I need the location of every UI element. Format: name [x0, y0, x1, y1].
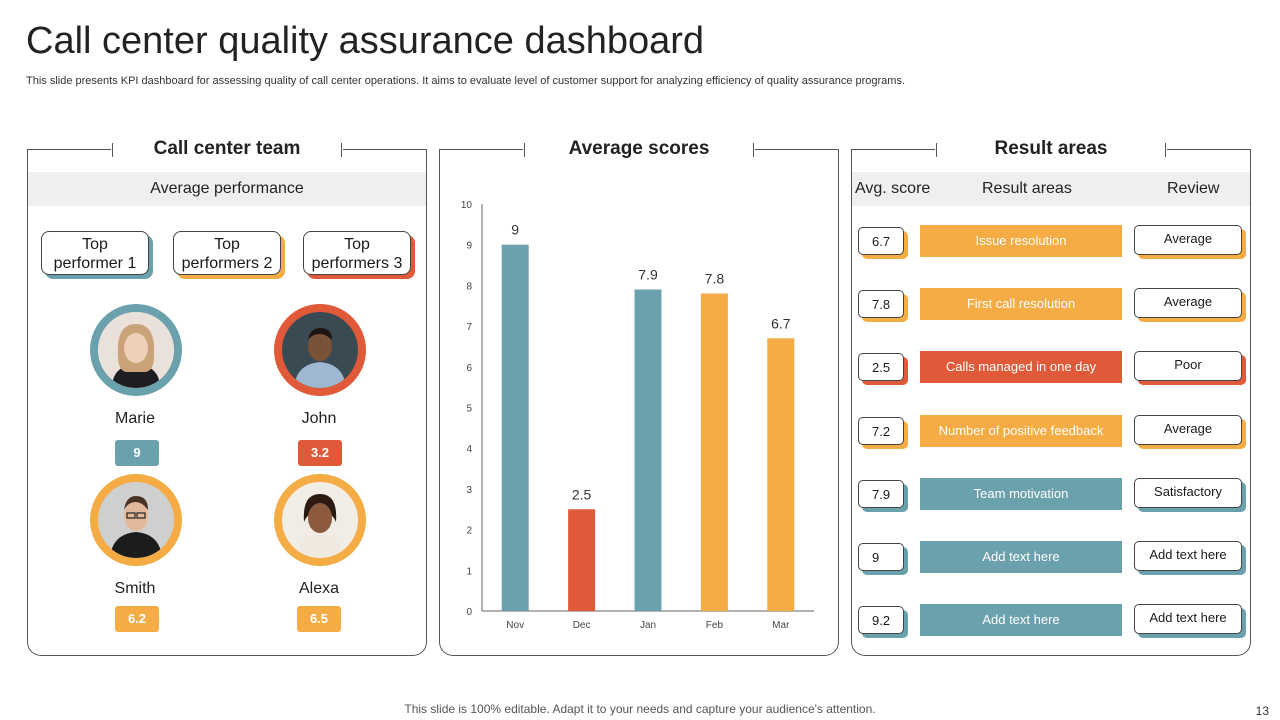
average-scores-chart: 0 1 2 3 4 5 6 7 8 9 10 9 Nov 2.5 Dec 7.9 Jan 7.8 Feb 6.7 Mar	[461, 200, 814, 631]
bar-mar	[767, 338, 795, 611]
review-box: Satisfactory	[1134, 478, 1242, 508]
score-badge-alexa: 6.5	[297, 606, 341, 632]
y-tick-label: 0	[466, 607, 472, 618]
review-box: Average	[1134, 225, 1242, 255]
person-photo-icon	[282, 312, 358, 388]
person-name-alexa: Alexa	[298, 580, 340, 597]
col-header-area: Result areas	[982, 180, 1072, 197]
top-performer-card-2[interactable]: Top performers 2	[173, 231, 281, 275]
score-badge-marie: 9	[115, 440, 159, 466]
result-area-label[interactable]: Team motivation	[920, 478, 1122, 510]
avatar-john[interactable]	[274, 304, 366, 396]
top-performer-card-3[interactable]: Top performers 3	[303, 231, 411, 275]
results-header-band: Avg. score Result areas Review	[852, 172, 1250, 206]
score-badge-smith: 6.2	[115, 606, 159, 632]
y-tick-label: 9	[466, 241, 472, 252]
col-header-score: Avg. score	[855, 180, 931, 197]
result-area-label[interactable]: Add text here	[920, 604, 1122, 636]
y-tick-label: 2	[466, 526, 472, 537]
x-tick-label: Dec	[573, 620, 591, 631]
band-label: Average performance	[150, 180, 304, 197]
avg-score-box: 7.8	[858, 290, 904, 318]
result-area-label[interactable]: Number of positive feedback	[920, 415, 1122, 447]
result-area-label[interactable]: Calls managed in one day	[920, 351, 1122, 383]
result-row: 9.2 Add text here Add text here	[852, 604, 1252, 638]
top-performer-card-1[interactable]: Top performer 1	[41, 231, 149, 275]
avatar-alexa[interactable]	[274, 474, 366, 566]
y-tick-label: 1	[466, 566, 472, 577]
footer-note: This slide is 100% editable. Adapt it to…	[404, 702, 876, 716]
avg-score-box: 7.2	[858, 417, 904, 445]
result-row: 7.9 Team motivation Satisfactory	[852, 478, 1252, 512]
avatar-marie[interactable]	[90, 304, 182, 396]
x-tick-label: Mar	[772, 620, 790, 631]
y-tick-label: 8	[466, 281, 472, 292]
y-tick-label: 5	[466, 404, 472, 415]
bar-value-label: 7.9	[638, 266, 658, 282]
avg-score-box: 7.9	[858, 480, 904, 508]
team-panel: Call center team Average performance Top…	[27, 138, 427, 656]
person-name-marie: Marie	[114, 410, 155, 427]
bar-value-label: 6.7	[771, 315, 791, 331]
avg-score-box: 9	[858, 543, 904, 571]
scores-panel: Average scores 0 1 2 3 4 5 6 7 8 9 10 9 Nov 2.5 Dec 7.9…	[439, 138, 839, 656]
y-tick-label: 6	[466, 363, 472, 374]
results-panel: Result areas Avg. score Result areas Rev…	[851, 138, 1252, 656]
x-tick-label: Feb	[706, 620, 724, 631]
result-area-label[interactable]: Issue resolution	[920, 225, 1122, 257]
avg-score-box: 6.7	[858, 227, 904, 255]
x-tick-label: Nov	[506, 620, 524, 631]
card-line2: performer 1	[53, 255, 137, 272]
review-box: Average	[1134, 415, 1242, 445]
person-photo-icon	[98, 482, 174, 558]
review-box: Add text here	[1134, 541, 1242, 571]
x-tick-label: Jan	[640, 620, 656, 631]
panel-header: Call center team	[27, 138, 427, 162]
person-name-smith: Smith	[114, 580, 156, 597]
bar-nov	[501, 244, 529, 611]
page-title: Call center quality assurance dashboard	[26, 20, 705, 62]
person-photo-icon	[282, 482, 358, 558]
col-header-review: Review	[1167, 180, 1220, 197]
card-line1: Top	[344, 236, 370, 253]
avg-score-box: 2.5	[858, 353, 904, 381]
results-panel-title: Result areas	[994, 138, 1108, 159]
bar-jan	[634, 289, 662, 611]
y-tick-label: 10	[461, 200, 473, 211]
result-area-label[interactable]: First call resolution	[920, 288, 1122, 320]
card-line2: performers 2	[181, 255, 273, 272]
scores-panel-title: Average scores	[568, 138, 710, 159]
result-row: 6.7 Issue resolution Average	[852, 225, 1252, 259]
bar-value-label: 9	[511, 222, 519, 238]
bar-value-label: 2.5	[572, 486, 592, 502]
result-row: 7.2 Number of positive feedback Average	[852, 415, 1252, 449]
result-row: 9 Add text here Add text here	[852, 541, 1252, 575]
page-subtitle: This slide presents KPI dashboard for as…	[26, 75, 906, 87]
bar-value-label: 7.8	[705, 271, 725, 287]
y-tick-label: 7	[466, 322, 472, 333]
score-badge-john: 3.2	[298, 440, 342, 466]
person-name-john: John	[301, 410, 337, 427]
review-box: Add text here	[1134, 604, 1242, 634]
review-box: Poor	[1134, 351, 1242, 381]
page-number: 13	[1255, 704, 1269, 718]
panel-header: Average scores	[439, 138, 839, 162]
card-line2: performers 3	[311, 255, 403, 272]
y-tick-label: 3	[466, 485, 472, 496]
card-line1: Top	[82, 236, 108, 253]
y-tick-label: 4	[466, 444, 472, 455]
person-photo-icon	[98, 312, 174, 388]
card-line1: Top	[214, 236, 240, 253]
bar-feb	[700, 293, 728, 611]
result-area-label[interactable]: Add text here	[920, 541, 1122, 573]
review-box: Average	[1134, 288, 1242, 318]
bar-dec	[568, 509, 596, 611]
average-performance-band: Average performance	[28, 172, 426, 206]
result-row: 7.8 First call resolution Average	[852, 288, 1252, 322]
result-row: 2.5 Calls managed in one day Poor	[852, 351, 1252, 385]
team-panel-title: Call center team	[153, 138, 301, 159]
panel-header: Result areas	[851, 138, 1251, 162]
avg-score-box: 9.2	[858, 606, 904, 634]
avatar-smith[interactable]	[90, 474, 182, 566]
